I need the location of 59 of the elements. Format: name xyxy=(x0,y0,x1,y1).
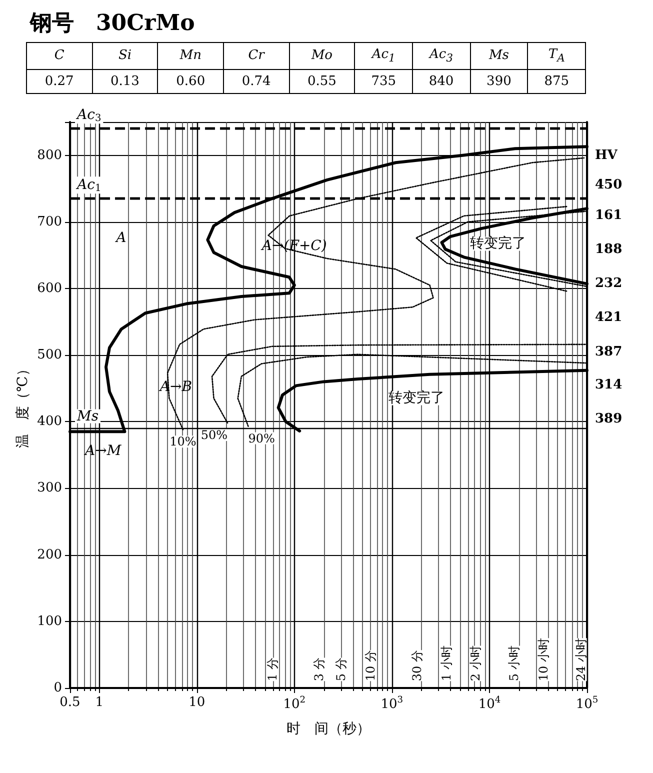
text: HV xyxy=(595,147,618,162)
text: 421 xyxy=(595,309,622,324)
text: 450 xyxy=(595,176,622,192)
text: 0.27 xyxy=(26,69,92,94)
y-tick-label: 600 xyxy=(37,280,62,296)
text: T$_{A}$ xyxy=(528,42,586,70)
text: 0.55 xyxy=(289,69,355,94)
y-tick-label: 400 xyxy=(37,414,62,429)
x-tick-label: 10 xyxy=(188,694,206,710)
text: 387 xyxy=(595,344,622,359)
series-label: 10% xyxy=(170,434,196,448)
y-tick-label: 800 xyxy=(37,147,62,162)
annotation: A xyxy=(114,230,126,246)
x-axis-title: 时 间（秒） xyxy=(286,720,370,737)
text: 390 xyxy=(470,69,528,94)
x-tick-label: 1 xyxy=(95,694,104,710)
text: Ac$_{3}$ xyxy=(412,42,470,70)
text: Cr xyxy=(223,42,290,70)
text: Ms xyxy=(470,42,528,70)
text: 840 xyxy=(412,69,470,94)
text: 875 xyxy=(528,69,586,94)
annotation: 3 分 xyxy=(312,657,326,681)
y-tick-label: 100 xyxy=(37,614,62,629)
y-tick-label: 200 xyxy=(37,546,62,562)
text: 188 xyxy=(595,241,622,256)
text: 735 xyxy=(354,69,412,94)
annotation: 30 分 xyxy=(410,650,424,681)
annotation: 1 小时 xyxy=(439,645,454,681)
y-tick-label: 0 xyxy=(54,680,62,696)
y-axis-title: 温 度（℃） xyxy=(15,362,31,448)
text: Mo xyxy=(289,42,355,70)
y-tick-label: 500 xyxy=(37,347,62,362)
text: 钢号 30CrMo xyxy=(30,9,196,38)
annotation: 10 分 xyxy=(363,650,378,681)
text: Si xyxy=(92,42,158,70)
text: Mn xyxy=(158,42,224,70)
annotation: 转变完了 xyxy=(388,390,444,406)
text: 0.60 xyxy=(158,69,224,94)
annotation: 转变完了 xyxy=(470,235,526,252)
annotation: 1 分 xyxy=(266,657,280,681)
series-label: 90% xyxy=(248,430,275,445)
y-tick-label: 700 xyxy=(37,214,62,229)
text: 0.13 xyxy=(92,69,158,94)
annotation: 5 分 xyxy=(334,657,348,681)
annotation: 24 小时 xyxy=(574,638,588,681)
text: Ac$_{1}$ xyxy=(354,42,412,70)
text: 0.74 xyxy=(223,69,290,94)
ref-line-label: Ms xyxy=(76,408,99,424)
text: 161 xyxy=(595,207,622,222)
text: 232 xyxy=(595,275,622,290)
annotation: 2 小时 xyxy=(468,645,482,681)
text: 314 xyxy=(595,377,622,392)
annotation: 5 小时 xyxy=(507,645,522,681)
text: C xyxy=(26,42,92,70)
text: 389 xyxy=(595,411,622,426)
x-tick-label: 0.5 xyxy=(60,694,80,710)
annotation: 10 小时 xyxy=(536,638,551,681)
y-tick-label: 300 xyxy=(37,480,62,496)
series-label: 50% xyxy=(200,428,228,442)
